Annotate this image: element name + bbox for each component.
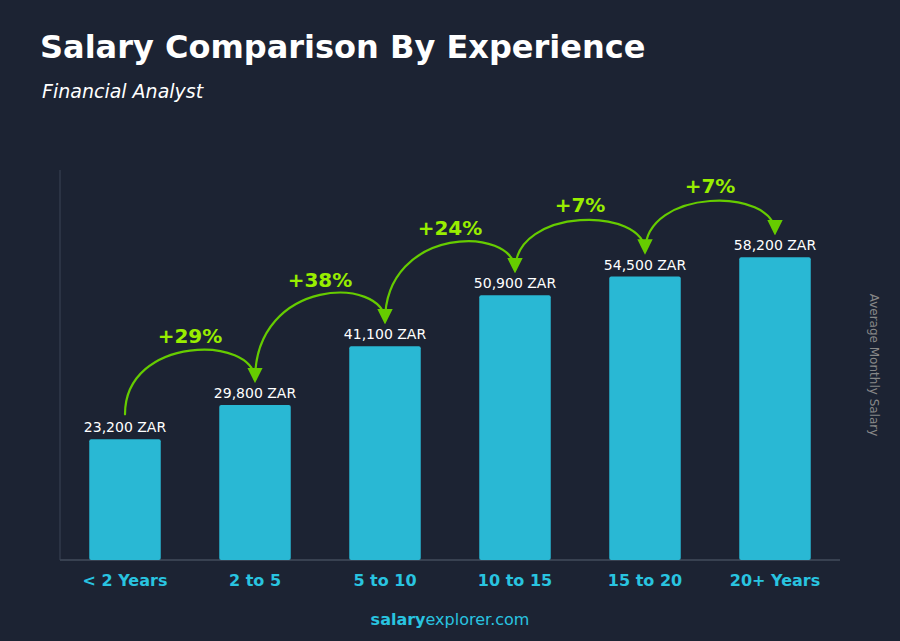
change-arc bbox=[515, 220, 645, 270]
x-axis-line bbox=[60, 560, 840, 561]
data-label: 58,200 ZAR bbox=[734, 237, 817, 253]
bars bbox=[89, 257, 811, 560]
source-part: explorer.com bbox=[426, 610, 530, 629]
change-arc bbox=[645, 201, 775, 252]
x-tick-label: < 2 Years bbox=[83, 571, 168, 590]
x-tick-label: 20+ Years bbox=[730, 571, 820, 590]
x-tick-label: 5 to 10 bbox=[353, 571, 416, 590]
bar bbox=[349, 346, 421, 560]
annotation: +29% bbox=[158, 324, 223, 348]
change-arc bbox=[125, 350, 255, 415]
data-label: 41,100 ZAR bbox=[344, 326, 427, 342]
source: salaryexplorer.com bbox=[371, 610, 530, 629]
bar bbox=[89, 439, 161, 560]
background bbox=[0, 0, 900, 641]
y-axis-label: Average Monthly Salary bbox=[867, 294, 881, 437]
data-label: 23,200 ZAR bbox=[84, 419, 167, 435]
bar bbox=[739, 257, 811, 560]
data-label: 50,900 ZAR bbox=[474, 275, 557, 291]
x-tick-label: 15 to 20 bbox=[608, 571, 682, 590]
subtitle: Financial Analyst bbox=[42, 80, 205, 102]
change-arc bbox=[385, 241, 515, 321]
bar bbox=[219, 405, 291, 560]
change-arc bbox=[255, 293, 385, 380]
data-label: 54,500 ZAR bbox=[604, 257, 687, 273]
source-part: salary bbox=[371, 610, 426, 629]
x-tick-label: 10 to 15 bbox=[478, 571, 552, 590]
bar bbox=[609, 277, 681, 560]
x-tick-label: 2 to 5 bbox=[229, 571, 281, 590]
annotation: +7% bbox=[685, 174, 736, 198]
data-label: 29,800 ZAR bbox=[214, 385, 297, 401]
bar bbox=[479, 295, 551, 560]
y-axis-line bbox=[60, 170, 61, 560]
annotation: +38% bbox=[288, 268, 353, 292]
title: Salary Comparison By Experience bbox=[40, 28, 645, 66]
chart: Salary Comparison By Experience Financial… bbox=[0, 0, 900, 641]
annotation: +24% bbox=[418, 216, 483, 240]
annotation: +7% bbox=[555, 193, 606, 217]
